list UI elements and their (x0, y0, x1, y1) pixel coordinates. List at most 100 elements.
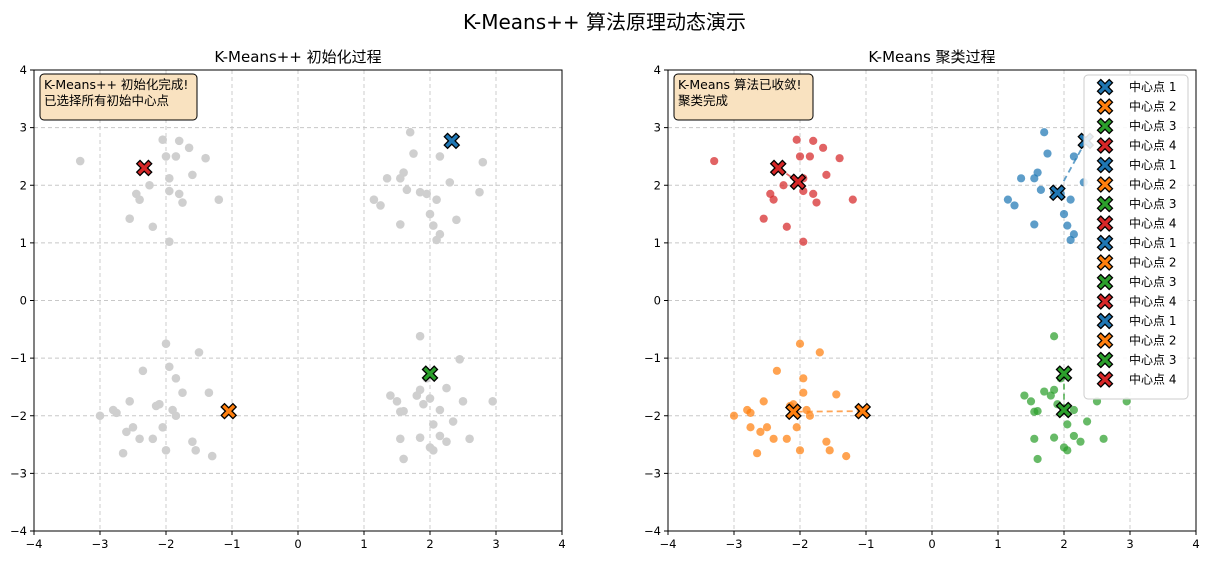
legend-label-13: 中心点 1 (1129, 313, 1176, 328)
init-xtick-label-1: −3 (92, 537, 109, 551)
cluster-cluster-1-point-11 (769, 195, 778, 204)
init-data-point-62 (191, 446, 200, 455)
init-chart-title: K-Means++ 初始化过程 (214, 48, 381, 66)
cluster-cluster-1-point-1 (809, 136, 818, 145)
init-data-point-1 (174, 136, 184, 146)
init-annotation-line-1: K-Means++ 初始化完成! (44, 77, 188, 92)
cluster-cluster-1-point-9 (779, 181, 788, 190)
cluster-ytick-label-8: 4 (654, 63, 661, 77)
cluster-cluster-4-point-0 (1050, 332, 1059, 341)
init-data-point-39 (432, 235, 441, 245)
init-data-point-64 (207, 451, 217, 461)
init-data-point-19 (405, 127, 415, 137)
init-ytick-label-5: 1 (20, 236, 27, 250)
init-data-point-78 (396, 407, 405, 417)
cluster-cluster-1-point-15 (848, 195, 857, 204)
init-data-point-69 (442, 383, 451, 393)
init-data-point-56 (158, 422, 167, 432)
cluster-xtick-label-6: 2 (1060, 537, 1067, 551)
cluster-cluster-3-point-20 (782, 434, 791, 443)
init-data-point-22 (478, 157, 488, 167)
init-data-point-31 (432, 195, 441, 204)
init-ytick-label-4: 0 (20, 294, 27, 308)
init-center-marker-3 (421, 365, 439, 383)
init-xtick-label-5: 1 (360, 537, 367, 551)
init-data-point-70 (425, 394, 435, 403)
cluster-xtick-label-0: −4 (660, 537, 677, 551)
legend-marker-12 (1096, 293, 1114, 310)
init-data-point-28 (415, 187, 425, 197)
legend-marker-5 (1096, 156, 1114, 174)
init-data-point-32 (369, 195, 379, 204)
init-data-point-88 (399, 454, 408, 464)
cluster-cluster-4-point-16 (1069, 431, 1078, 441)
cluster-cluster-4-point-21 (1076, 437, 1085, 446)
init-data-point-63 (161, 446, 171, 455)
cluster-cluster-3-point-4 (799, 388, 808, 397)
cluster-xtick-label-3: −1 (858, 537, 875, 551)
cluster-cluster-2-point-13 (1059, 209, 1069, 219)
init-ytick-label-6: 2 (20, 178, 27, 192)
cluster-cluster-4-point-22 (1040, 387, 1049, 396)
init-data-point-27 (422, 189, 432, 199)
cluster-chart: K-Means 聚类过程 −4 −3 −2 −1 0 1 2 3 4 −4 −3 −2 −1 0 1 2 3 4 K-… (644, 48, 1200, 551)
init-data-point-79 (435, 405, 445, 415)
init-data-point-17 (148, 222, 158, 232)
init-data-point-11 (135, 195, 144, 204)
init-data-point-80 (429, 420, 438, 429)
init-data-point-44 (138, 366, 148, 376)
legend-label-1: 中心点 1 (1129, 79, 1176, 94)
init-data-point-51 (155, 399, 164, 409)
init-data-point-49 (112, 408, 121, 418)
init-data-point-53 (171, 411, 181, 421)
cluster-center-marker-3 (854, 402, 872, 420)
legend-marker-4 (1096, 137, 1114, 154)
init-data-point-20 (409, 149, 418, 158)
legend-label-9: 中心点 1 (1129, 235, 1176, 250)
init-data-point-84 (435, 431, 445, 441)
cluster-cluster-4-point-10 (1030, 407, 1039, 416)
cluster-cluster-3-point-2 (799, 374, 808, 383)
cluster-cluster-1-point-16 (759, 214, 768, 223)
init-data-point-29 (475, 187, 484, 197)
legend-marker-8 (1096, 215, 1114, 232)
init-data-point-4 (171, 152, 181, 161)
init-data-point-57 (122, 427, 131, 437)
legend-marker-3 (1096, 117, 1114, 135)
cluster-center-marker-5 (1055, 365, 1073, 383)
init-data-point-14 (178, 198, 187, 207)
init-data-point-85 (465, 434, 474, 444)
legend-label-7: 中心点 3 (1129, 196, 1176, 211)
cluster-ytick-label-3: −1 (644, 351, 661, 365)
init-data-point-74 (419, 399, 428, 409)
cluster-cluster-3-point-1 (815, 348, 824, 357)
init-data-point-3 (161, 152, 171, 161)
legend-label-10: 中心点 2 (1129, 255, 1176, 270)
cluster-xtick-label-7: 3 (1126, 537, 1133, 551)
cluster-cluster-4-point-13 (1083, 417, 1092, 426)
init-xtick-label-4: 0 (294, 537, 301, 551)
cluster-cluster-3-point-16 (756, 427, 765, 436)
cluster-center-marker-6 (1055, 401, 1073, 419)
legend-label-11: 中心点 3 (1129, 274, 1176, 289)
init-data-point-24 (396, 174, 405, 183)
cluster-cluster-3-point-15 (792, 423, 801, 432)
cluster-cluster-3-point-5 (832, 390, 841, 399)
cluster-center-marker-8 (789, 173, 807, 191)
legend-marker-11 (1096, 273, 1114, 291)
init-data-point-82 (396, 434, 405, 444)
cluster-xtick-label-1: −3 (726, 537, 743, 551)
cluster-xtick-label-5: 1 (994, 537, 1001, 551)
legend-label-6: 中心点 2 (1129, 177, 1176, 192)
init-data-point-9 (145, 180, 154, 190)
cluster-cluster-1-point-5 (835, 154, 844, 163)
cluster-cluster-2-point-2 (1069, 152, 1078, 161)
legend-marker-9 (1096, 234, 1114, 252)
cluster-cluster-3-point-18 (753, 449, 762, 458)
cluster-cluster-4-point-15 (1050, 433, 1059, 442)
init-data-point-55 (188, 437, 197, 446)
init-xtick-label-2: −2 (158, 537, 175, 551)
cluster-annotation-box (673, 73, 814, 121)
cluster-cluster-3-point-3 (772, 366, 782, 375)
legend-label-4: 中心点 4 (1129, 138, 1176, 153)
